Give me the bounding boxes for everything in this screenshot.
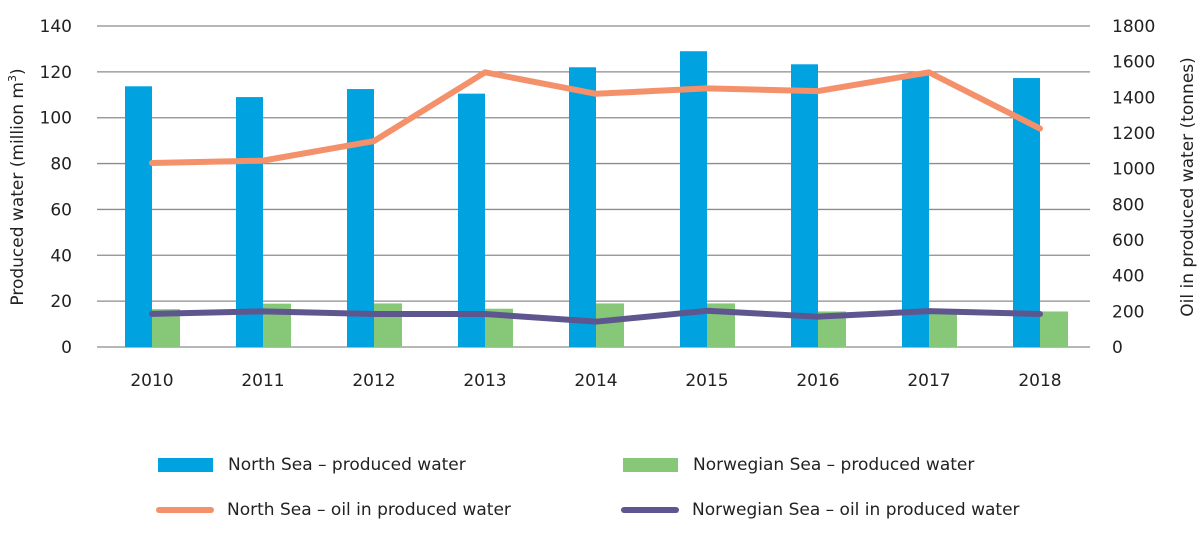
y-axis-left-title-end: ) <box>8 68 28 75</box>
y-axis-left-title-superscript: 3 <box>6 75 19 82</box>
y-axis-left-title: Produced water (million m3) <box>6 68 28 305</box>
y-tick-label: 40 <box>50 246 72 266</box>
y-tick-label: 80 <box>50 155 72 175</box>
x-tick-label: 2018 <box>1018 371 1061 391</box>
x-tick-label: 2015 <box>685 371 728 391</box>
bar-norwegian-sea-produced-water-2012 <box>374 303 402 347</box>
y2-tick-label: 1000 <box>1112 160 1155 180</box>
bar-norwegian-sea-produced-water-2014 <box>596 303 624 347</box>
y-axis-left-title-main: Produced water (million m <box>8 82 28 306</box>
lines <box>149 69 1043 325</box>
y2-tick-label: 800 <box>1112 195 1144 215</box>
bar-north-sea-produced-water-2010 <box>125 86 152 348</box>
y2-tick-label: 1600 <box>1112 53 1155 73</box>
y-axis-right-title: Oil in produced water (tonnes) <box>1178 57 1198 317</box>
x-tick-label: 2014 <box>574 371 617 391</box>
x-axis-ticks: 2010 2011 2012 2013 2014 2015 2016 2017 2018 <box>130 371 1061 391</box>
y2-tick-label: 400 <box>1112 267 1144 287</box>
bar-north-sea-produced-water-2014 <box>569 67 596 348</box>
bars <box>125 51 1068 348</box>
y-tick-label: 120 <box>40 63 72 83</box>
y2-tick-label: 0 <box>1112 338 1123 358</box>
x-tick-label: 2017 <box>907 371 950 391</box>
y-tick-label: 100 <box>40 109 72 129</box>
bar-north-sea-produced-water-2013 <box>458 93 485 347</box>
y-tick-label: 140 <box>40 17 72 37</box>
bar-north-sea-produced-water-2016 <box>791 64 818 347</box>
x-tick-label: 2010 <box>130 371 173 391</box>
bar-norwegian-sea-produced-water-2018 <box>1040 311 1068 347</box>
y-tick-label: 60 <box>50 200 72 220</box>
x-tick-label: 2013 <box>463 371 506 391</box>
x-tick-label: 2011 <box>241 371 284 391</box>
bar-north-sea-produced-water-2017 <box>902 74 929 348</box>
x-tick-label: 2012 <box>352 371 395 391</box>
y2-tick-label: 1800 <box>1112 17 1155 37</box>
y-tick-label: 20 <box>50 292 72 312</box>
y-axis-left-ticks: 0 20 40 60 80 100 120 140 <box>40 17 72 358</box>
bar-norwegian-sea-produced-water-2017 <box>929 310 957 347</box>
y-tick-label: 0 <box>61 338 72 358</box>
x-tick-label: 2016 <box>796 371 839 391</box>
y-axis-right-ticks: 0 200 400 600 800 1000 1200 1400 1600 1800 <box>1112 17 1155 358</box>
y2-tick-label: 1400 <box>1112 88 1155 108</box>
y2-tick-label: 1200 <box>1112 124 1155 144</box>
y2-tick-label: 600 <box>1112 231 1144 251</box>
bar-north-sea-produced-water-2011 <box>236 97 263 347</box>
bar-north-sea-produced-water-2012 <box>347 89 374 347</box>
y2-tick-label: 200 <box>1112 302 1144 322</box>
bar-north-sea-produced-water-2015 <box>680 51 707 347</box>
